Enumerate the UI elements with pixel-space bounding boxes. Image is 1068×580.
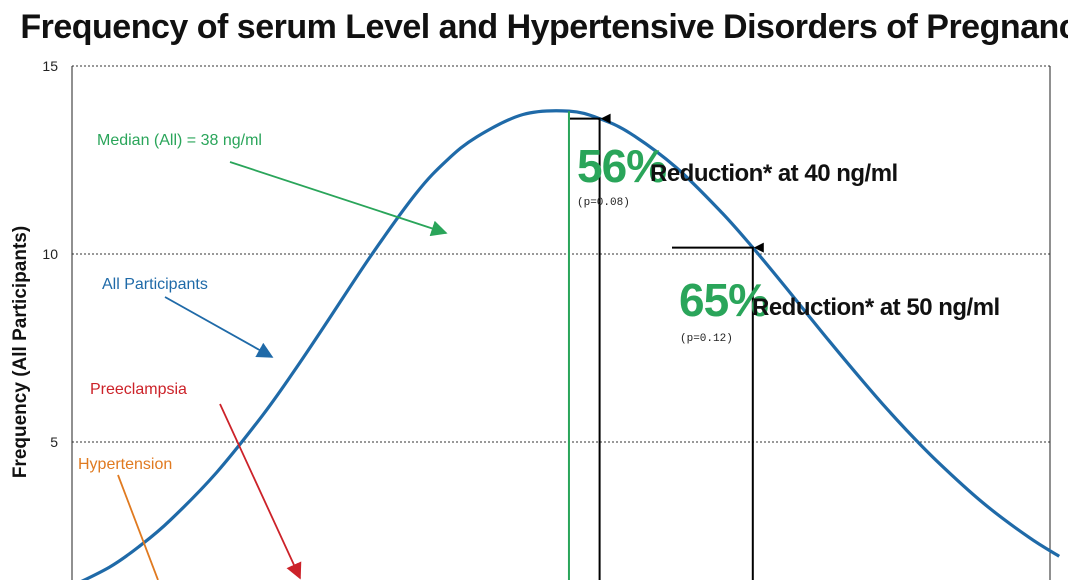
all-participants-arrow [164,296,274,358]
chart-title: Frequency of serum Level and Hypertensiv… [20,8,1068,46]
marker-1-percent: 56% [577,140,666,192]
hypertension-annotation: Hypertension [78,456,172,473]
marker-2-percent: 65% [679,274,768,326]
hypertension-arrow [117,474,159,580]
marker-arrowhead-40 [600,113,611,124]
marker-line-40 [570,117,601,580]
y-axis-label: Frequency (All Participants) [10,226,31,478]
median-annotation: Median (All) = 38 ng/ml [97,132,262,149]
marker-1-pvalue: (p=0.08) [577,197,630,209]
y-tick-label-10: 10 [42,246,58,262]
all-participants-annotation: All Participants [102,276,208,293]
series-line-all-participants [80,109,1061,580]
preeclampsia-arrow [219,403,302,580]
marker-1-text: Reduction* at 40 ng/ml [650,160,898,187]
marker-arrowhead-50 [753,242,764,253]
grid [72,65,1050,443]
median-arrow [229,161,448,237]
marker-line-50 [672,246,754,580]
y-ticks: 5 10 15 [42,58,58,450]
y-tick-label-15: 15 [42,58,58,74]
marker-2-text: Reduction* at 50 ng/ml [752,294,1000,321]
preeclampsia-annotation: Preeclampsia [90,381,187,398]
y-tick-label-5: 5 [50,434,58,450]
marker-2-pvalue: (p=0.12) [680,333,733,345]
